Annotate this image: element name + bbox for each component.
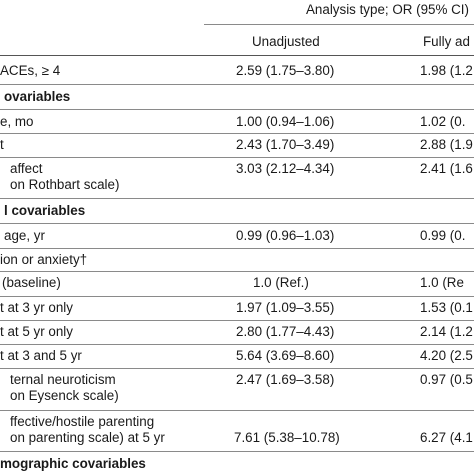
row-label: t at 5 yr only: [0, 324, 73, 339]
row-label: ternal neuroticism: [10, 372, 116, 387]
cell-unadjusted: 7.61 (5.38–10.78): [234, 430, 340, 445]
row-divider: [0, 451, 474, 452]
row-label: ion or anxiety†: [0, 252, 88, 267]
cell-adjusted: 1.98 (1.2: [420, 63, 473, 78]
cell-adjusted: 2.88 (1.9: [420, 137, 473, 152]
cell-adjusted: 2.14 (1.2: [420, 324, 473, 339]
cell-unadjusted: 1.00 (0.94–1.06): [236, 114, 335, 129]
row-divider: [0, 133, 474, 134]
row-label: affect: [10, 161, 43, 176]
cell-unadjusted: 1.97 (1.09–3.55): [236, 300, 335, 315]
cell-unadjusted: 2.59 (1.75–3.80): [236, 63, 335, 78]
row-divider: [0, 296, 474, 297]
group-header-rule: [204, 24, 474, 25]
cell-unadjusted: 2.43 (1.70–3.49): [236, 137, 335, 152]
cell-adjusted: 0.97 (0.5: [420, 372, 473, 387]
row-label: t at 3 yr only: [0, 300, 73, 315]
cell-unadjusted: 1.0 (Ref.): [253, 275, 309, 290]
column-group-header: Analysis type; OR (95% CI): [306, 2, 469, 17]
column-header-unadjusted: Unadjusted: [252, 34, 320, 49]
cell-unadjusted: 0.99 (0.96–1.03): [236, 228, 335, 243]
row-label-line2: on Eysenck scale): [10, 388, 119, 403]
row-divider: [0, 344, 474, 345]
section-heading: mographic covariables: [0, 456, 146, 471]
cell-unadjusted: 3.03 (2.12–4.34): [236, 161, 335, 176]
row-label: t: [0, 137, 4, 152]
row-label: ACEs, ≥ 4: [0, 63, 61, 78]
row-divider: [0, 223, 474, 224]
section-heading: l covariables: [4, 203, 86, 218]
column-header-fully-adjusted: Fully ad: [423, 34, 470, 49]
cell-adjusted: 0.99 (0.: [420, 228, 466, 243]
cell-adjusted: 2.41 (1.6: [420, 161, 473, 176]
row-divider: [0, 84, 474, 85]
cell-unadjusted: 2.47 (1.69–3.58): [236, 372, 335, 387]
row-divider: [0, 198, 474, 199]
section-heading: ovariables: [4, 89, 71, 104]
row-divider: [0, 410, 474, 411]
row-divider: [0, 320, 474, 321]
row-label: t at 3 and 5 yr: [0, 348, 82, 363]
row-label-line2: on Rothbart scale): [10, 177, 120, 192]
row-label-line2: on parenting scale) at 5 yr: [10, 430, 165, 445]
cell-adjusted: 1.0 (Re: [420, 275, 464, 290]
cell-adjusted: 1.53 (0.1: [420, 300, 473, 315]
cell-adjusted: 1.02 (0.: [420, 114, 466, 129]
cell-unadjusted: 5.64 (3.69–8.60): [236, 348, 335, 363]
cell-unadjusted: 2.80 (1.77–4.43): [236, 324, 335, 339]
row-divider: [0, 157, 474, 158]
row-divider: [0, 248, 474, 249]
row-divider: [0, 368, 474, 369]
row-label: e, mo: [0, 114, 34, 129]
row-label: ffective/hostile parenting: [10, 414, 155, 429]
row-divider: [0, 109, 474, 110]
cell-adjusted: 6.27 (4.1: [420, 430, 473, 445]
row-label: (baseline): [2, 275, 61, 290]
header-bottom-rule: [0, 55, 474, 56]
row-label: age, yr: [4, 228, 45, 243]
cell-adjusted: 4.20 (2.5: [420, 348, 473, 363]
row-divider: [0, 271, 474, 272]
